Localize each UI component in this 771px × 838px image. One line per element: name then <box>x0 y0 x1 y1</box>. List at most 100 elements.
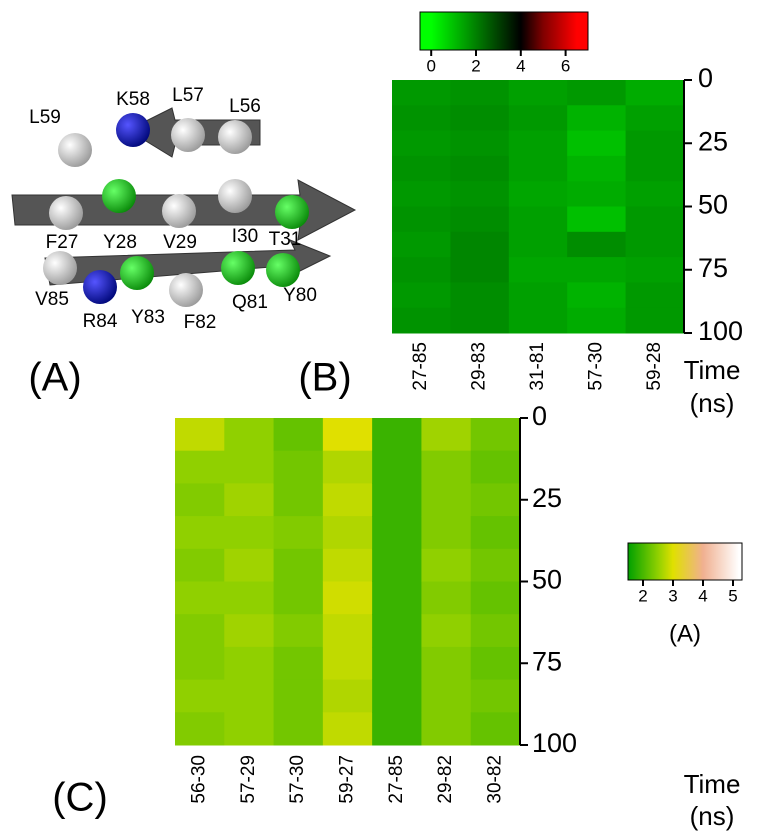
heatmap-cell <box>421 418 471 451</box>
heatmap-cell <box>392 308 451 334</box>
x-tick-label: 57-29 <box>238 755 259 804</box>
residue-label: Y80 <box>283 285 317 306</box>
heatmap-cell <box>274 680 324 713</box>
residue-sphere <box>116 113 150 147</box>
heatmap-cell <box>509 131 568 157</box>
residue-label: Y28 <box>103 232 137 253</box>
heatmap-cell <box>450 131 509 157</box>
heatmap-cell <box>421 680 471 713</box>
heatmap-cell <box>323 582 373 615</box>
heatmap-cell <box>224 549 274 582</box>
heatmap-cell <box>224 483 274 516</box>
heatmap-cell <box>392 232 451 258</box>
heatmap-cell <box>274 451 324 484</box>
x-tick-label: 59-27 <box>337 755 358 804</box>
heatmap-cell <box>509 105 568 131</box>
residue-sphere <box>275 195 309 229</box>
residue-sphere <box>83 270 117 304</box>
residue-sphere <box>266 253 300 287</box>
heatmap-cell <box>450 257 509 283</box>
residue-label: F82 <box>184 312 217 333</box>
heatmap-cell <box>175 680 225 713</box>
y-tick-label: 50 <box>698 190 728 220</box>
residue-sphere <box>120 256 154 290</box>
heatmap-cell <box>224 680 274 713</box>
x-tick-label: 56-30 <box>189 755 210 804</box>
y-axis-label: Time <box>684 769 741 799</box>
x-tick-label: 57-30 <box>585 342 606 391</box>
y-tick-label: 100 <box>532 728 577 758</box>
heatmap-cell <box>323 614 373 647</box>
heatmap-cell <box>421 451 471 484</box>
residue-label: L57 <box>172 85 204 106</box>
x-tick-label: 27-85 <box>410 342 431 391</box>
heatmap-cell <box>392 282 451 308</box>
heatmap-cell <box>626 105 685 131</box>
heatmap-cell <box>392 131 451 157</box>
x-tick-label: 31-81 <box>527 342 548 391</box>
residue-label: Y83 <box>131 307 165 328</box>
x-tick-label: 29-83 <box>469 342 490 391</box>
y-tick-label: 0 <box>698 63 713 93</box>
residue-sphere <box>218 179 252 213</box>
heatmap-cell <box>567 257 626 283</box>
heatmap-cell <box>450 181 509 207</box>
heatmap-cell <box>626 156 685 182</box>
heatmap-cell <box>471 614 521 647</box>
x-tick-label: 59-28 <box>644 342 665 391</box>
heatmap-cell <box>274 418 324 451</box>
y-tick-label: 25 <box>698 126 728 156</box>
heatmap-cell <box>509 181 568 207</box>
panel-label: (C) <box>52 776 108 820</box>
heatmap-cell <box>274 614 324 647</box>
heatmap-cell <box>509 232 568 258</box>
heatmap-cell <box>323 712 373 745</box>
residue-sphere <box>169 273 203 307</box>
heatmap-cell <box>224 614 274 647</box>
colorbar-tick-label: 2 <box>471 56 480 75</box>
heatmap-cell <box>421 712 471 745</box>
residue-label: L56 <box>229 96 261 117</box>
heatmap-cell <box>323 451 373 484</box>
heatmap-cell <box>323 516 373 549</box>
x-tick-label: 27-85 <box>386 755 407 804</box>
heatmap-cell <box>372 712 422 745</box>
y-tick-label: 0 <box>532 401 547 431</box>
heatmap-cell <box>274 516 324 549</box>
residue-label: I30 <box>232 226 258 247</box>
heatmap-cell <box>421 582 471 615</box>
heatmap-cell <box>175 582 225 615</box>
heatmap-cell <box>567 156 626 182</box>
heatmap-cell <box>450 80 509 106</box>
heatmap-cell <box>372 582 422 615</box>
heatmap-cell <box>175 451 225 484</box>
heatmap-cell <box>224 451 274 484</box>
residue-sphere <box>49 196 83 230</box>
heatmap-cell <box>392 80 451 106</box>
heatmap-cell <box>509 282 568 308</box>
heatmap-cell <box>274 712 324 745</box>
heatmap-cell <box>567 232 626 258</box>
colorbar <box>420 12 588 50</box>
heatmap-cell <box>626 131 685 157</box>
heatmap-cell <box>450 282 509 308</box>
heatmap-cell <box>421 647 471 680</box>
heatmap-cell <box>372 549 422 582</box>
residue-label: V29 <box>163 232 197 253</box>
heatmap-cell <box>471 582 521 615</box>
y-axis-label: Time <box>684 355 741 385</box>
heatmap-cell <box>567 80 626 106</box>
residue-sphere <box>221 251 255 285</box>
y-axis-label: (ns) <box>690 801 735 831</box>
heatmap-cell <box>224 582 274 615</box>
y-axis-label: (ns) <box>690 388 735 418</box>
heatmap-cell <box>323 483 373 516</box>
heatmap-cell <box>175 483 225 516</box>
colorbar-tick-label: 3 <box>668 586 677 605</box>
heatmap-cell <box>567 105 626 131</box>
x-tick-label: 29-82 <box>435 755 456 804</box>
heatmap-cell <box>471 647 521 680</box>
residue-sphere <box>58 133 92 167</box>
heatmap-cell <box>567 282 626 308</box>
heatmap-cell <box>567 181 626 207</box>
